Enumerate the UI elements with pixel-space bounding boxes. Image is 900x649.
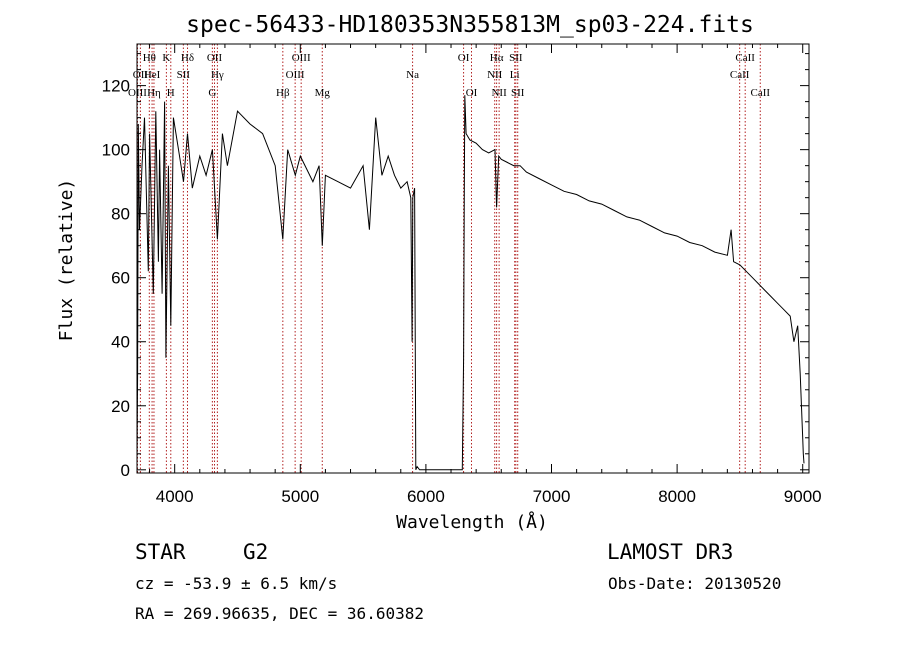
y-tick-label: 100 <box>102 141 130 160</box>
y-axis-ticks: 0 20 40 60 80 100 120 <box>102 53 809 480</box>
line-marker-label: OIII <box>292 52 311 64</box>
object-class: STAR <box>135 540 186 564</box>
line-marker-label: Hα <box>490 52 504 64</box>
spectrum-chart: spec-56433-HD180353N355813M_sp03-224.fit… <box>56 12 822 533</box>
line-marker-label: CaII <box>750 87 770 99</box>
obs-date: Obs-Date: 20130520 <box>608 574 782 593</box>
line-marker-label: OIII <box>286 69 305 81</box>
line-marker-label: K <box>162 52 170 64</box>
line-marker-label: H <box>167 87 175 99</box>
line-marker-label: SII <box>511 87 525 99</box>
line-marker-label: Hβ <box>276 87 290 99</box>
y-axis-label: Flux (relative) <box>56 179 77 342</box>
line-marker-label: Na <box>406 69 419 81</box>
spectrum-line <box>136 95 805 471</box>
x-tick-label: 7000 <box>533 487 571 506</box>
line-marker-label: Hδ <box>181 52 194 64</box>
plot-frame <box>136 43 810 474</box>
line-marker-label: CaII <box>735 52 755 64</box>
x-axis-label: Wavelength (Å) <box>396 511 548 533</box>
object-subclass: G2 <box>243 540 269 564</box>
y-tick-label: 20 <box>111 397 130 416</box>
line-marker-label: Mg <box>315 87 331 99</box>
line-marker-label: Hθ <box>143 52 156 64</box>
line-marker-label: Hγ <box>211 69 224 81</box>
redshift-cz: cz = -53.9 ± 6.5 km/s <box>135 574 338 593</box>
y-tick-label: 60 <box>111 269 130 288</box>
line-marker-label: SII <box>177 69 191 81</box>
x-tick-label: 8000 <box>658 487 696 506</box>
line-marker-label: NII <box>487 69 503 81</box>
survey-name: LAMOST DR3 <box>607 540 734 564</box>
line-marker-label: OI <box>458 52 470 64</box>
line-marker-label: OIII <box>128 87 147 99</box>
line-marker-label: SII <box>509 52 523 64</box>
y-tick-label: 0 <box>121 461 130 480</box>
line-marker-label: NII <box>491 87 507 99</box>
coordinates: RA = 269.96635, DEC = 36.60382 <box>135 604 424 623</box>
chart-title: spec-56433-HD180353N355813M_sp03-224.fit… <box>186 12 754 38</box>
x-tick-label: 5000 <box>281 487 319 506</box>
line-marker-label: OII <box>207 52 223 64</box>
x-tick-label: 9000 <box>784 487 822 506</box>
line-marker-label: G <box>208 87 216 99</box>
line-marker-label: HeI <box>144 69 161 81</box>
x-tick-label: 4000 <box>156 487 194 506</box>
line-markers <box>137 44 761 473</box>
line-marker-label: CaII <box>730 69 750 81</box>
line-marker-label: Hη <box>147 87 161 99</box>
y-tick-label: 40 <box>111 333 130 352</box>
line-marker-label: OI <box>466 87 478 99</box>
y-tick-label: 120 <box>102 77 130 96</box>
x-axis-ticks: 4000 5000 6000 7000 8000 9000 <box>149 44 822 506</box>
line-marker-label: Li <box>510 69 520 81</box>
y-tick-label: 80 <box>111 205 130 224</box>
x-tick-label: 6000 <box>407 487 445 506</box>
